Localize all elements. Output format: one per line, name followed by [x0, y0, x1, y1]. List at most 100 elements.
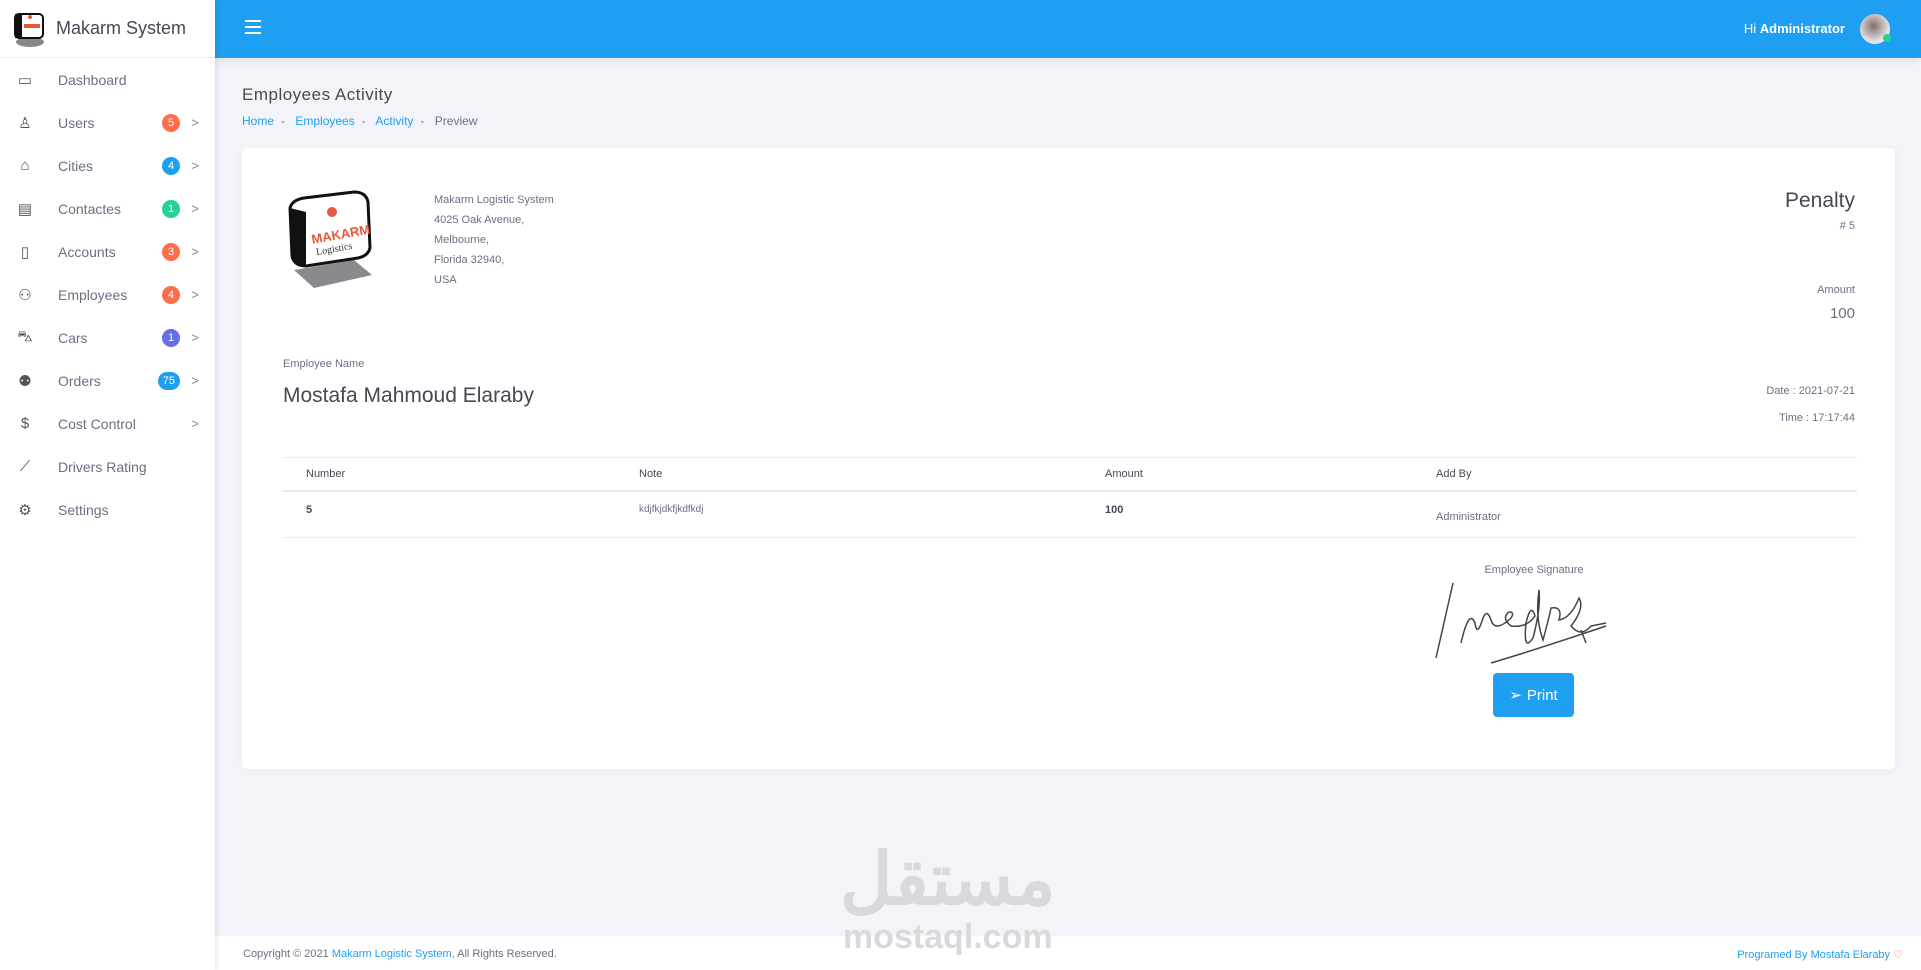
- employee-name-label: Employee Name: [283, 358, 365, 370]
- count-badge: 4: [162, 156, 180, 175]
- company-address: Makarm Logistic System 4025 Oak Avenue, …: [434, 190, 554, 290]
- count-badge: 4: [162, 285, 180, 304]
- signature-label: Employee Signature: [1484, 564, 1584, 576]
- logo-icon: [14, 12, 44, 47]
- cell-add-by: Administrator: [1436, 511, 1501, 523]
- menu-toggle-icon[interactable]: [245, 20, 261, 38]
- breadcrumb-current: Preview: [434, 114, 478, 128]
- sidebar-item-dashboard[interactable]: ▭ Dashboard: [0, 58, 215, 101]
- breadcrumb-home[interactable]: Home: [242, 114, 275, 128]
- sidebar-item-drivers-rating[interactable]: ⟋ Drivers Rating: [0, 445, 215, 488]
- brand[interactable]: Makarm System: [0, 0, 215, 58]
- watermark-latin: mostaql.com: [842, 918, 1053, 956]
- chevron-right-icon: >: [191, 416, 199, 431]
- divider: [283, 537, 1857, 538]
- sidebar-item-label: Cost Control: [58, 415, 136, 432]
- divider: [283, 490, 1857, 492]
- car-icon: ⛍: [17, 328, 33, 345]
- count-badge: 5: [162, 113, 180, 132]
- page-title: Employees Activity: [242, 85, 393, 104]
- sidebar-menu: ▭ Dashboard ♙ Users 5 > ⌂ Cities 4 > ▤ Contactes 1 > ▯…: [0, 58, 215, 531]
- footer: Copyright © 2021 Makarm Logistic System,…: [215, 936, 1921, 970]
- breadcrumb-employees[interactable]: Employees: [295, 114, 355, 128]
- heart-icon: ♡: [1893, 949, 1903, 961]
- sidebar-item-settings[interactable]: ⚙ Settings: [0, 488, 215, 531]
- gears-icon: ⚙: [18, 501, 32, 519]
- col-amount: Amount: [1105, 468, 1143, 480]
- user-name: Administrator: [1759, 21, 1845, 36]
- sidebar-item-label: Drivers Rating: [58, 458, 147, 475]
- cell-number: 5: [306, 504, 313, 516]
- sidebar-item-label: Cities: [58, 157, 94, 174]
- dollar-icon: $: [20, 415, 30, 432]
- delivery-icon: ⚉: [18, 372, 32, 390]
- invoice-card: MAKARM Logistics Makarm Logistic System …: [242, 148, 1895, 769]
- sidebar-item-orders[interactable]: ⚉ Orders 75 >: [0, 359, 215, 402]
- print-button[interactable]: ➢ Print: [1493, 673, 1574, 717]
- count-badge: 1: [162, 328, 180, 347]
- sidebar-item-label: Employees: [58, 286, 128, 303]
- sidebar-item-label: Dashboard: [58, 71, 127, 88]
- breadcrumb-activity[interactable]: Activity: [375, 114, 414, 128]
- chevron-right-icon: >: [191, 201, 199, 216]
- address-line: Makarm Logistic System: [434, 194, 554, 206]
- signature-image: [1435, 582, 1607, 664]
- mobile-icon: ▯: [20, 243, 30, 261]
- col-number: Number: [306, 468, 346, 480]
- company-link[interactable]: Makarm Logistic System: [331, 948, 452, 960]
- cell-note: kdjfkjdkfjkdfkdj: [639, 504, 704, 515]
- col-add-by: Add By: [1436, 468, 1472, 480]
- sidebar-item-label: Settings: [58, 501, 109, 518]
- sidebar-item-users[interactable]: ♙ Users 5 >: [0, 101, 215, 144]
- amount-label: Amount: [1817, 284, 1855, 296]
- online-status-icon: [1883, 34, 1891, 42]
- chart-icon: ⟋: [19, 458, 31, 475]
- rights-text: , All Rights Reserved.: [451, 948, 557, 960]
- sidebar-item-label: Orders: [58, 372, 101, 389]
- sidebar-item-cities[interactable]: ⌂ Cities 4 >: [0, 144, 215, 187]
- address-line: USA: [434, 274, 457, 286]
- contact-card-icon: ▤: [17, 200, 33, 218]
- watermark: مستقل mostaql.com: [840, 840, 1055, 954]
- sidebar-item-accounts[interactable]: ▯ Accounts 3 >: [0, 230, 215, 273]
- sidebar-item-label: Users: [58, 114, 95, 131]
- send-icon: ➢: [1509, 687, 1522, 704]
- col-note: Note: [639, 468, 663, 480]
- user-greeting[interactable]: Hi Administrator: [1744, 21, 1845, 36]
- monitor-icon: ▭: [17, 71, 33, 89]
- sidebar-item-contactes[interactable]: ▤ Contactes 1 >: [0, 187, 215, 230]
- chevron-right-icon: >: [191, 115, 199, 130]
- print-label: Print: [1526, 686, 1558, 704]
- chevron-right-icon: >: [191, 330, 199, 345]
- date: Date : 2021-07-21: [1766, 385, 1855, 397]
- home-icon: ⌂: [20, 157, 30, 174]
- copyright-text: Copyright © 2021: [243, 948, 332, 960]
- time: Time : 17:17:44: [1778, 412, 1855, 424]
- count-badge: 3: [162, 242, 180, 261]
- avatar[interactable]: [1860, 14, 1891, 44]
- chevron-right-icon: >: [191, 158, 199, 173]
- count-badge: 75: [157, 371, 180, 390]
- sidebar-item-employees[interactable]: ⚇ Employees 4 >: [0, 273, 215, 316]
- chevron-right-icon: >: [191, 373, 199, 388]
- company-logo: MAKARM Logistics: [288, 190, 372, 288]
- copyright: Copyright © 2021 Makarm Logistic System,…: [243, 948, 557, 960]
- sidebar-item-label: Contactes: [58, 200, 122, 217]
- address-line: Melbourne,: [434, 234, 490, 246]
- document-number: # 5: [1839, 220, 1855, 232]
- programmed-by: Programed By Mostafa Elaraby ♡: [1737, 948, 1903, 961]
- sidebar-item-cars[interactable]: ⛍ Cars 1 >: [0, 316, 215, 359]
- chevron-right-icon: >: [191, 244, 199, 259]
- sidebar-item-label: Accounts: [58, 243, 116, 260]
- users-icon: ♙: [18, 114, 32, 132]
- topbar: Hi Administrator: [215, 0, 1921, 58]
- address-line: Florida 32940,: [434, 254, 505, 266]
- sidebar-item-cost-control[interactable]: $ Cost Control >: [0, 402, 215, 445]
- divider: [283, 457, 1857, 458]
- cell-amount: 100: [1105, 504, 1124, 516]
- sidebar-item-label: Cars: [58, 329, 88, 346]
- sidebar: Makarm System ▭ Dashboard ♙ Users 5 > ⌂ Cities 4…: [0, 0, 215, 970]
- author-link[interactable]: Programed By Mostafa Elaraby: [1737, 949, 1891, 961]
- breadcrumb: Home - Employees - Activity - Preview: [242, 114, 478, 128]
- amount-value: 100: [1829, 305, 1855, 322]
